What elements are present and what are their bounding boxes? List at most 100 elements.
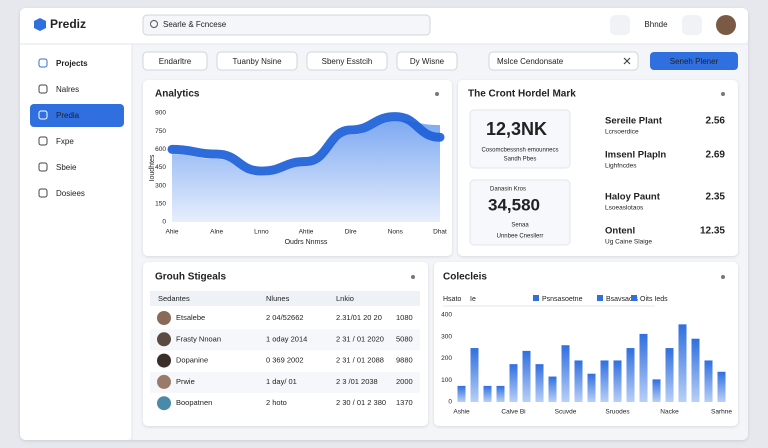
table-cell: 1370 [396,398,413,407]
y-tick-label: 150 [155,201,166,208]
x-tick-label: Dlre [345,229,357,236]
stat-text: Sandh Pbes [504,157,537,163]
y-tick-label: 0 [448,399,452,406]
x-tick-label: Sruodes [605,409,630,416]
user-name[interactable]: Bhnde [644,20,668,29]
bar [587,373,596,402]
y-tick-label: 600 [155,146,166,153]
action-button[interactable] [650,52,738,70]
avatar[interactable] [716,15,736,35]
tab[interactable]: Bsavsacts [606,296,638,303]
bar [704,360,713,402]
stat-text: Senaa [511,223,529,229]
item-value: 2.35 [706,192,726,203]
table-cell: 2 31 / 01 2020 [336,334,384,343]
y-axis-label: Ioudhtes [149,154,156,181]
y-tick-label: 200 [441,355,452,362]
filter-button[interactable] [142,51,208,71]
filter-button[interactable] [216,51,298,71]
filter-button[interactable] [396,51,458,71]
y-tick-label: 900 [155,110,166,117]
bar [678,324,687,402]
search-icon [150,20,158,28]
table-cell: 1080 [396,313,413,322]
x-tick-label: Ashie [453,409,470,416]
table-cell: 2 04/52662 [266,313,304,322]
table-cell: 0 369 2002 [266,356,304,365]
bar [626,348,635,402]
table-header-cell: Lnkio [336,294,354,303]
row-avatar [157,332,171,347]
icon-button[interactable] [610,15,630,35]
table-header-cell: Sedantes [158,294,190,303]
stat-value: 34,580 [488,195,540,214]
tab-icon [533,295,539,301]
table-cell: 2 hoto [266,398,287,407]
y-tick-label: 300 [155,182,166,189]
item-name: Haloy Paunt [605,192,661,203]
bar [509,364,518,402]
tab-icon [597,295,603,301]
table-cell: 2.31/01 20 20 [336,313,382,322]
clear-icon [623,57,631,65]
line [167,112,445,176]
tab[interactable]: Hsato [443,296,461,303]
table-cell: 2 31 / 01 2088 [336,356,384,365]
item-sub: Lighfncdes [605,163,637,170]
tab[interactable]: Ie [470,296,476,303]
nav-item[interactable]: Predia [56,111,80,120]
bar [470,348,479,402]
stat-label: Danasin Kros [490,187,526,193]
nav-item[interactable]: Projects [56,59,88,68]
tab[interactable]: Psnsasoetne [542,296,583,303]
bar [717,371,726,402]
y-tick-label: 450 [155,164,166,171]
filter-button[interactable] [306,51,388,71]
bar [457,385,466,402]
table-row [150,371,420,393]
tab[interactable]: Oits Ieds [640,296,668,303]
nav-icon [38,84,48,94]
x-tick-label: Calve Bi [501,409,525,416]
table-cell: 1 day/ 01 [266,377,297,386]
panel-menu[interactable] [411,275,415,279]
y-tick-label: 400 [441,312,452,319]
bar [483,385,492,402]
x-tick-label: Nacke [660,409,679,416]
filter-input[interactable] [488,51,639,71]
nav-item[interactable]: Sbeie [56,163,77,172]
table-cell: Prwie [176,377,195,386]
x-axis-label: Oudrs Nnmss [285,239,328,246]
x-tick-label: Alne [210,229,223,236]
bar [496,385,505,402]
nav-item[interactable]: Dosiees [56,189,85,198]
icon-button[interactable] [682,15,702,35]
filter-label: Dy Wisne [410,57,445,66]
x-tick-label: Lnno [254,229,269,236]
panel-menu[interactable] [435,92,439,96]
table-cell: 1 oday 2014 [266,334,307,343]
search-box[interactable] [142,14,431,36]
panel-menu[interactable] [721,92,725,96]
nav-icon [38,188,48,198]
y-tick-label: 750 [155,128,166,135]
table-cell: Frasty Nnoan [176,334,221,343]
bar [561,345,570,402]
stat-card [469,109,571,169]
bar [665,348,674,402]
tab-icon [631,295,637,301]
bar [522,350,531,402]
item-sub: Ug Caine Slaige [605,239,652,246]
table-cell: 2 3 /01 2038 [336,377,378,386]
item-name: Ontenl [605,226,635,237]
x-tick-label: Ahie [165,229,178,236]
table-header [150,291,420,306]
y-tick-label: 300 [441,333,452,340]
nav-item[interactable]: Fxpe [56,137,74,146]
table-row [150,329,420,351]
action-label: Seneh Plener [670,57,719,66]
panel-menu[interactable] [721,275,725,279]
panel-title: Analytics [155,89,200,100]
nav-item[interactable]: Nalres [56,85,79,94]
row-avatar [157,396,171,411]
